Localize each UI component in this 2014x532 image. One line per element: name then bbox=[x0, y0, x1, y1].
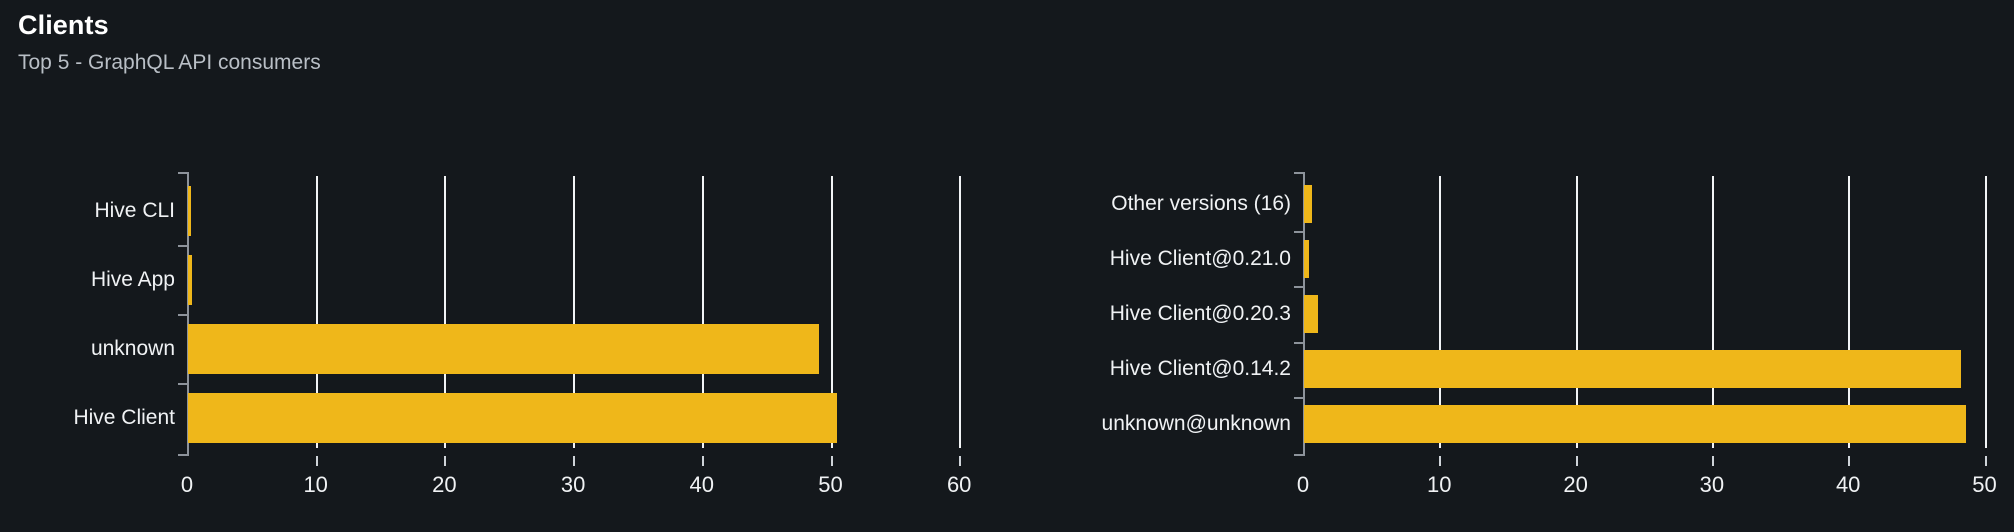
y-axis-label: Hive Client@0.20.3 bbox=[1109, 302, 1291, 325]
x-axis-tick bbox=[959, 456, 962, 466]
y-axis-cap bbox=[178, 454, 187, 456]
page-title: Clients bbox=[18, 10, 109, 40]
x-axis-label: 0 bbox=[1296, 472, 1310, 497]
x-axis-label: 30 bbox=[560, 472, 586, 497]
gridline bbox=[1984, 176, 1987, 448]
x-axis-tick bbox=[1439, 456, 1442, 466]
gridline bbox=[315, 176, 318, 448]
bar-versions-2[interactable] bbox=[1304, 295, 1318, 333]
y-axis-tick bbox=[1294, 231, 1303, 234]
y-axis-tick bbox=[1294, 396, 1303, 399]
gridline bbox=[1575, 176, 1578, 448]
y-axis-line bbox=[187, 172, 189, 456]
x-axis-label: 30 bbox=[1699, 472, 1725, 497]
x-axis-label: 0 bbox=[180, 472, 194, 497]
x-axis-label: 50 bbox=[1972, 472, 1997, 497]
x-axis-label: 40 bbox=[689, 472, 715, 497]
bar-clients-0[interactable] bbox=[188, 185, 191, 236]
bar-clients-1[interactable] bbox=[188, 254, 192, 305]
x-axis-label: 60 bbox=[946, 472, 972, 497]
chart-panel-clients: Hive CLI Hive App unknown Hive Client 0 10 20 3… bbox=[0, 172, 1007, 496]
gridline bbox=[1711, 176, 1714, 448]
x-axis-tick bbox=[444, 456, 447, 466]
plot-area-client-versions: Other versions (16) Hive Client@0.21.0 Hiv… bbox=[1007, 172, 2014, 496]
x-axis-label: 40 bbox=[1835, 472, 1861, 497]
x-axis-tick bbox=[573, 456, 576, 466]
page-subtitle: Top 5 - GraphQL API consumers bbox=[18, 51, 321, 74]
bar-versions-0[interactable] bbox=[1304, 184, 1313, 223]
gridline bbox=[701, 176, 704, 448]
bar-clients-3[interactable] bbox=[188, 392, 837, 443]
y-axis-tick bbox=[1294, 286, 1303, 289]
y-axis-tick bbox=[178, 314, 187, 316]
x-axis-label: 10 bbox=[1427, 472, 1452, 497]
gridline bbox=[573, 176, 576, 448]
y-axis-label: Hive App bbox=[90, 267, 175, 291]
y-axis-tick bbox=[178, 383, 187, 385]
x-axis-tick bbox=[701, 456, 704, 466]
y-axis-cap bbox=[1294, 172, 1303, 174]
y-axis-cap bbox=[1294, 454, 1303, 456]
x-axis-label: 20 bbox=[432, 472, 457, 497]
gridline bbox=[1439, 176, 1442, 448]
y-axis-tick bbox=[1294, 341, 1303, 344]
chart-panel-client-versions: Other versions (16) Hive Client@0.21.0 Hiv… bbox=[1007, 0, 2014, 532]
y-axis-label: unknown@unknown bbox=[1101, 412, 1291, 436]
y-axis-label: Hive CLI bbox=[94, 198, 175, 222]
x-axis-tick bbox=[1984, 456, 1987, 466]
y-axis-label: Hive Client@0.14.2 bbox=[1109, 357, 1291, 381]
gridline bbox=[444, 176, 447, 448]
y-axis-cap bbox=[178, 172, 187, 174]
x-axis-label: 20 bbox=[1563, 472, 1588, 497]
x-axis-tick bbox=[1848, 456, 1851, 466]
x-axis-label: 10 bbox=[303, 472, 328, 497]
y-axis-tick bbox=[178, 245, 187, 247]
bar-versions-3[interactable] bbox=[1304, 350, 1961, 389]
y-axis-label: Hive Client@0.21.0 bbox=[1109, 246, 1291, 270]
bar-versions-4[interactable] bbox=[1304, 405, 1967, 444]
x-axis-tick bbox=[830, 456, 833, 466]
x-axis-label: 50 bbox=[818, 472, 843, 497]
y-axis-label: unknown bbox=[90, 336, 175, 360]
gridline bbox=[959, 176, 962, 448]
bar-clients-2[interactable] bbox=[188, 323, 819, 374]
x-axis-tick bbox=[1575, 456, 1578, 466]
x-axis-tick bbox=[1711, 456, 1714, 466]
bar-versions-1[interactable] bbox=[1304, 239, 1310, 278]
gridline bbox=[830, 176, 833, 448]
widget-header: Clients Top 5 - GraphQL API consumers bbox=[18, 8, 321, 78]
x-axis-tick bbox=[315, 456, 318, 466]
plot-area-clients: Hive CLI Hive App unknown Hive Client 0 10 20 3… bbox=[0, 172, 1007, 496]
gridline bbox=[1848, 176, 1851, 448]
y-axis-label: Other versions (16) bbox=[1111, 191, 1291, 215]
y-axis-label: Hive Client bbox=[73, 405, 175, 429]
